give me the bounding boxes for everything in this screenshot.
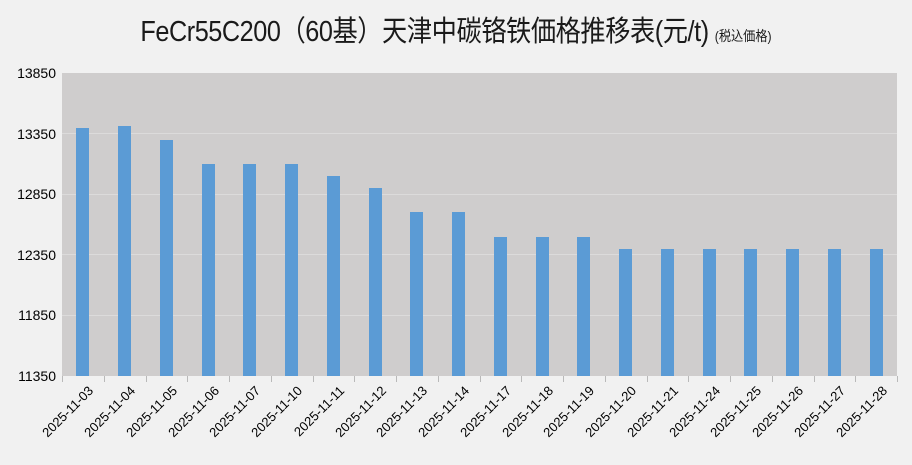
gridline xyxy=(62,314,897,316)
x-axis-tick xyxy=(897,376,898,382)
price-bar xyxy=(577,236,591,376)
y-axis-label: 12850 xyxy=(17,186,56,203)
price-bar xyxy=(786,248,800,376)
y-axis-label: 11850 xyxy=(18,307,56,324)
price-bar xyxy=(76,127,90,376)
price-bar xyxy=(285,163,299,376)
x-axis-tick xyxy=(521,376,523,382)
price-bar xyxy=(744,248,758,376)
x-axis-tick xyxy=(604,376,606,382)
price-bar xyxy=(660,248,674,376)
x-axis-tick xyxy=(229,376,230,382)
price-bar xyxy=(368,188,382,376)
price-bar xyxy=(827,248,841,376)
gridline xyxy=(62,133,897,135)
x-axis-tick xyxy=(62,376,63,382)
price-bar xyxy=(159,139,173,376)
x-axis-tick xyxy=(187,376,189,382)
chart-title-row: FeCr55C200（60基）天津中碳铬铁価格推移表(元/t) (税込価格) xyxy=(59,8,852,50)
y-axis-label: 13350 xyxy=(17,125,56,142)
plot-area xyxy=(62,73,897,376)
price-bar xyxy=(493,236,507,376)
price-bar xyxy=(201,163,215,376)
price-bar xyxy=(702,248,716,376)
x-axis-tick xyxy=(354,376,356,382)
price-bar xyxy=(410,212,424,376)
price-bar xyxy=(535,236,549,376)
x-axis-tick xyxy=(813,376,815,382)
x-axis-tick xyxy=(312,376,314,382)
gridline xyxy=(62,254,897,256)
x-axis-tick xyxy=(396,376,397,382)
x-axis-tick xyxy=(688,376,690,382)
chart-title-note: (税込価格) xyxy=(714,28,772,44)
x-axis-tick xyxy=(771,376,773,382)
price-bar xyxy=(619,248,633,376)
x-axis-tick xyxy=(270,376,272,382)
x-axis-tick xyxy=(145,376,147,382)
x-axis-tick xyxy=(437,376,439,382)
y-axis-label: 12350 xyxy=(17,246,56,263)
price-bar xyxy=(118,126,132,376)
price-bar xyxy=(452,212,466,376)
x-axis-tick xyxy=(855,376,857,382)
chart-title: FeCr55C200（60基）天津中碳铬铁価格推移表(元/t) xyxy=(140,16,709,48)
x-axis-tick xyxy=(563,376,564,382)
price-bar xyxy=(243,163,257,376)
price-bar xyxy=(869,248,883,376)
y-axis-label: 11350 xyxy=(18,368,56,384)
x-axis-tick xyxy=(730,376,731,382)
gridline xyxy=(62,193,897,195)
x-axis-tick xyxy=(646,376,648,382)
price-bar xyxy=(326,176,340,376)
x-axis-tick xyxy=(103,376,105,382)
x-axis-tick xyxy=(479,376,481,382)
y-axis-label: 13850 xyxy=(17,65,56,81)
